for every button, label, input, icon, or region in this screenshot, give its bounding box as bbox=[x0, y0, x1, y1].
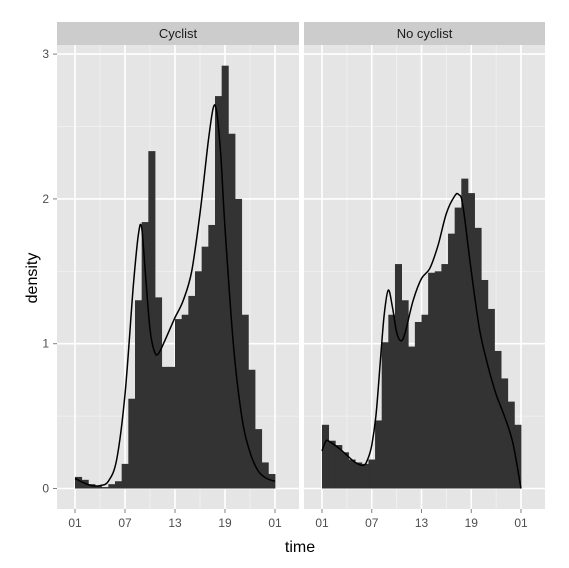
histogram-bar bbox=[215, 96, 223, 489]
histogram-bar bbox=[75, 476, 83, 489]
histogram-bar bbox=[221, 65, 229, 489]
x-tick-label: 13 bbox=[168, 516, 182, 530]
histogram-bar bbox=[228, 133, 236, 489]
y-tick-label: 3 bbox=[42, 47, 49, 61]
histogram-bar bbox=[155, 297, 163, 489]
x-tick-label: 07 bbox=[118, 516, 132, 530]
density-line bbox=[74, 104, 276, 487]
histogram-bar bbox=[201, 246, 209, 489]
histogram-bar bbox=[481, 279, 489, 489]
histogram-bar bbox=[115, 481, 123, 489]
histogram-bar bbox=[128, 398, 136, 489]
histogram-bar bbox=[394, 264, 402, 489]
histogram-bar bbox=[441, 264, 449, 489]
histogram-bar bbox=[428, 272, 436, 489]
histogram-bar bbox=[414, 321, 422, 489]
histogram-bar bbox=[361, 463, 369, 489]
histogram-bar bbox=[135, 300, 143, 489]
histogram-bar bbox=[322, 424, 330, 489]
histogram-bar bbox=[195, 271, 203, 489]
histogram-bar bbox=[141, 222, 149, 489]
x-tick-label: 19 bbox=[218, 516, 232, 530]
histogram-bar bbox=[248, 369, 256, 489]
histogram-bar bbox=[501, 378, 509, 489]
histogram-bar bbox=[148, 151, 156, 489]
histogram-bar bbox=[375, 420, 383, 489]
facet-strip bbox=[57, 22, 299, 45]
histogram-bar bbox=[467, 193, 475, 489]
x-tick-label: 01 bbox=[315, 516, 329, 530]
y-axis-title: density bbox=[24, 253, 41, 304]
histogram-bar bbox=[507, 401, 515, 489]
y-tick-label: 2 bbox=[42, 192, 49, 206]
histogram-bar bbox=[341, 452, 349, 489]
histogram-bar bbox=[434, 271, 442, 489]
histogram-bar bbox=[161, 366, 169, 489]
histogram-bar bbox=[95, 485, 103, 489]
panel-1: No cyclist 01 07 13 19 01 bbox=[304, 22, 545, 530]
histogram-bar bbox=[255, 429, 263, 489]
x-tick-label: 01 bbox=[514, 516, 528, 530]
histogram-bar bbox=[408, 346, 416, 489]
histogram-bar bbox=[175, 319, 183, 489]
facet-strip bbox=[304, 22, 545, 45]
x-axis-title: time bbox=[285, 539, 315, 556]
y-tick-label: 1 bbox=[42, 337, 49, 351]
histogram-bar bbox=[388, 314, 396, 489]
histogram-bar bbox=[421, 314, 429, 489]
histogram-bar bbox=[381, 342, 389, 489]
histogram-bar bbox=[121, 463, 129, 489]
x-tick-label: 01 bbox=[68, 516, 82, 530]
density-line bbox=[321, 192, 522, 489]
histogram-bar bbox=[268, 474, 276, 489]
facet-label: No cyclist bbox=[397, 26, 453, 41]
histogram-bar bbox=[401, 300, 409, 489]
histogram-bar bbox=[101, 487, 109, 489]
facet-label: Cyclist bbox=[159, 26, 198, 41]
histogram-bar bbox=[108, 484, 116, 489]
x-tick-label: 01 bbox=[268, 516, 282, 530]
histogram-bar bbox=[261, 462, 269, 489]
histogram-bar bbox=[487, 308, 495, 489]
histogram-bar bbox=[368, 459, 376, 489]
histogram-bar bbox=[328, 440, 336, 489]
histogram-bar bbox=[241, 314, 249, 489]
histogram-bar bbox=[494, 350, 502, 489]
histogram-bar bbox=[208, 224, 216, 489]
histogram-bar bbox=[461, 178, 469, 489]
histogram-bar bbox=[335, 445, 343, 489]
histogram-bar bbox=[168, 366, 176, 489]
histogram-bar bbox=[454, 207, 462, 489]
histogram-bar bbox=[355, 462, 363, 489]
histogram-bar bbox=[514, 424, 522, 489]
x-tick-label: 07 bbox=[365, 516, 379, 530]
x-tick-label: 13 bbox=[415, 516, 429, 530]
histogram-bar bbox=[188, 295, 196, 489]
y-tick-label: 0 bbox=[42, 482, 49, 496]
histogram-bar bbox=[181, 314, 189, 489]
x-tick-label: 19 bbox=[465, 516, 479, 530]
histogram-bar bbox=[235, 198, 243, 489]
histogram-bar bbox=[448, 233, 456, 489]
histogram-bar bbox=[474, 227, 482, 489]
histogram-bar bbox=[348, 459, 356, 489]
